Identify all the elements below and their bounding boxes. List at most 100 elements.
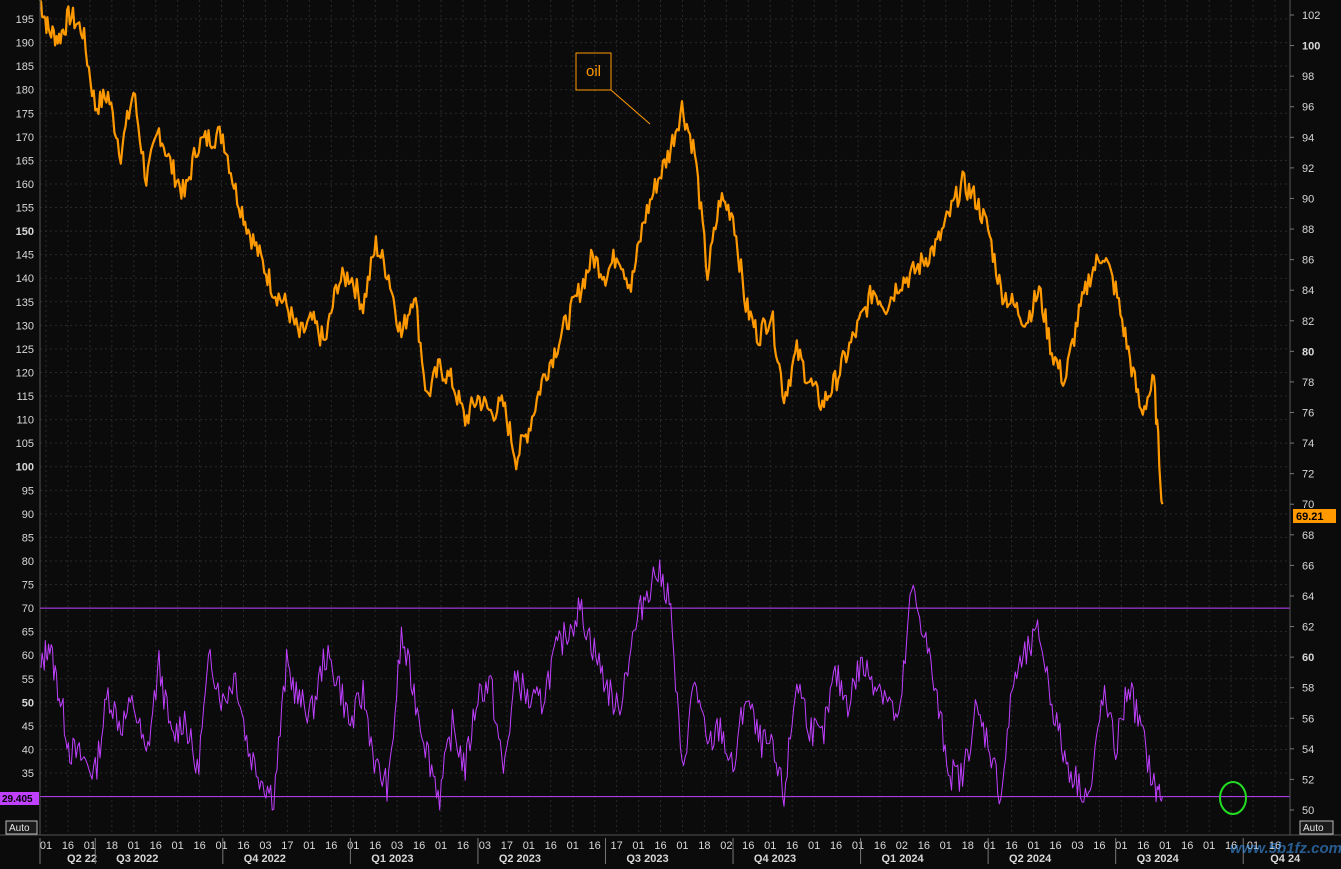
current-price-tag-bg <box>1293 509 1336 523</box>
right-tick-label: 96 <box>1302 102 1314 114</box>
left-tick-label: 145 <box>16 250 34 262</box>
x-day-label: 16 <box>457 840 469 852</box>
x-day-label: 03 <box>479 840 491 852</box>
right-tick-label: 74 <box>1302 438 1314 450</box>
left-tick-label: 125 <box>16 344 34 356</box>
rsi-levels <box>40 607 1290 798</box>
x-day-label: 01 <box>808 840 820 852</box>
x-day-label: 16 <box>589 840 601 852</box>
x-day-label: 16 <box>150 840 162 852</box>
left-tick-label: 195 <box>16 14 34 26</box>
rsi-line <box>39 559 1163 811</box>
gridlines <box>40 0 1290 835</box>
quarter-label: Q1 2024 <box>881 853 924 864</box>
x-day-label: 02 <box>720 840 732 852</box>
oil-annotation-leader <box>610 89 651 125</box>
auto-scale-left-label: Auto <box>9 823 30 834</box>
left-tick-label: 100 <box>16 462 34 474</box>
x-day-label: 17 <box>501 840 513 852</box>
x-day-label: 17 <box>610 840 622 852</box>
x-day-label: 16 <box>830 840 842 852</box>
auto-scale-left-button[interactable]: Auto <box>5 820 38 835</box>
x-day-label: 01 <box>128 840 140 852</box>
left-tick-label: 60 <box>22 650 34 662</box>
quarter-label: Q3 2022 <box>116 853 158 864</box>
left-tick-label: 105 <box>16 438 34 450</box>
x-day-label: 16 <box>369 840 381 852</box>
left-tick-label: 80 <box>22 556 34 568</box>
left-tick-label: 40 <box>22 744 34 756</box>
oil-annotation: oil <box>575 52 651 125</box>
x-day-label: 16 <box>194 840 206 852</box>
x-day-label: 16 <box>237 840 249 852</box>
quarter-label: Q1 2023 <box>371 853 413 864</box>
x-day-label: 01 <box>1247 840 1259 852</box>
x-day-label: 01 <box>40 840 52 852</box>
left-tick-label: 115 <box>16 391 34 403</box>
oil-annotation-box <box>575 52 612 91</box>
right-tick-label: 84 <box>1302 285 1314 297</box>
quarter-label: Q2 2024 <box>1009 853 1052 864</box>
left-tick-label: 110 <box>16 415 34 427</box>
left-tick-label: 185 <box>16 61 34 73</box>
right-tick-label: 100 <box>1302 41 1320 53</box>
oil-annotation-text: oil <box>586 63 601 80</box>
right-tick-label: 94 <box>1302 132 1314 144</box>
quarter-label: Q4 2023 <box>754 853 796 864</box>
right-tick-label: 50 <box>1302 805 1314 817</box>
x-day-label: 18 <box>962 840 974 852</box>
x-day-label: 01 <box>984 840 996 852</box>
auto-scale-right-button[interactable]: Auto <box>1299 820 1334 835</box>
right-tick-label: 54 <box>1302 744 1314 756</box>
oil-price-line <box>39 0 1164 505</box>
left-tick-label: 65 <box>22 627 34 639</box>
left-tick-label: 130 <box>16 320 34 332</box>
right-tick-label: 82 <box>1302 316 1314 328</box>
right-tick-label: 52 <box>1302 774 1314 786</box>
right-tick-label: 90 <box>1302 193 1314 205</box>
right-tick-label: 86 <box>1302 255 1314 267</box>
x-day-label: 16 <box>918 840 930 852</box>
x-day-label: 16 <box>1225 840 1237 852</box>
x-day-label: 16 <box>413 840 425 852</box>
watermark-text: www.5b1fz.com <box>1230 840 1341 857</box>
right-tick-label: 76 <box>1302 408 1314 420</box>
x-day-label: 01 <box>435 840 447 852</box>
left-tick-label: 180 <box>16 85 34 97</box>
right-tick-label: 66 <box>1302 560 1314 572</box>
series <box>39 0 1164 811</box>
x-day-label: 03 <box>1071 840 1083 852</box>
left-tick-label: 95 <box>22 485 34 497</box>
right-tick-label: 80 <box>1302 346 1314 358</box>
x-day-label: 16 <box>1049 840 1061 852</box>
x-day-label: 01 <box>940 840 952 852</box>
left-tick-label: 135 <box>16 297 34 309</box>
x-day-label: 16 <box>1093 840 1105 852</box>
right-tick-label: 56 <box>1302 713 1314 725</box>
auto-scale-right-label: Auto <box>1303 823 1324 834</box>
x-day-label: 01 <box>1115 840 1127 852</box>
x-day-label: 16 <box>874 840 886 852</box>
x-day-label: 03 <box>391 840 403 852</box>
left-tick-label: 150 <box>16 226 34 238</box>
x-day-label: 02 <box>896 840 908 852</box>
right-tick-label: 78 <box>1302 377 1314 389</box>
x-day-label: 01 <box>523 840 535 852</box>
right-tick-label: 102 <box>1302 10 1320 22</box>
right-tick-label: 68 <box>1302 530 1314 542</box>
rsi-value-tag-text: 29.405 <box>2 794 33 805</box>
right-tick-label: 92 <box>1302 163 1314 175</box>
quarter-label: Q4 24 <box>1270 853 1301 864</box>
x-day-label: 16 <box>62 840 74 852</box>
x-day-label: 01 <box>764 840 776 852</box>
right-tick-label: 64 <box>1302 591 1314 603</box>
x-day-label: 16 <box>545 840 557 852</box>
left-tick-label: 175 <box>16 108 34 120</box>
x-day-label: 01 <box>676 840 688 852</box>
x-day-label: 01 <box>84 840 96 852</box>
x-day-label: 16 <box>1137 840 1149 852</box>
x-day-label: 01 <box>303 840 315 852</box>
x-day-label: 16 <box>786 840 798 852</box>
